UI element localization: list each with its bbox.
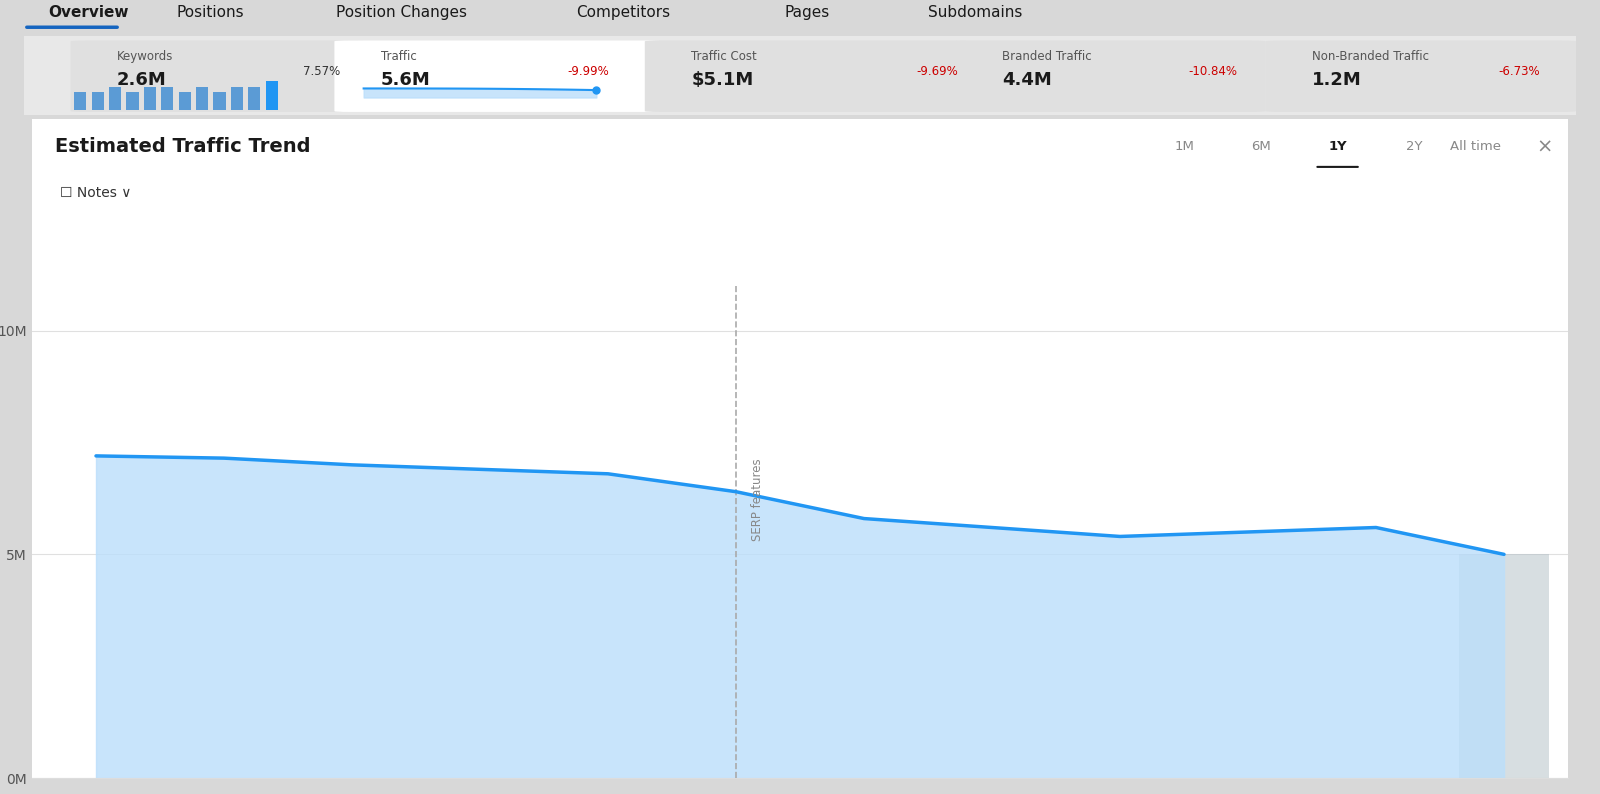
Text: Keywords: Keywords — [117, 50, 173, 63]
Text: 2.6M: 2.6M — [117, 71, 166, 90]
Bar — [109, 87, 122, 110]
Text: Estimated Traffic Trend: Estimated Traffic Trend — [54, 137, 310, 156]
Text: ☐ Notes ∨: ☐ Notes ∨ — [59, 186, 131, 199]
Bar — [144, 87, 155, 110]
FancyBboxPatch shape — [70, 40, 365, 112]
Text: -10.84%: -10.84% — [1187, 65, 1237, 78]
Bar — [74, 92, 86, 110]
FancyBboxPatch shape — [334, 40, 661, 112]
FancyBboxPatch shape — [955, 40, 1266, 112]
Text: $5.1M: $5.1M — [691, 71, 754, 90]
Bar — [126, 92, 139, 110]
Text: 1Y: 1Y — [1328, 141, 1347, 153]
Text: -6.73%: -6.73% — [1498, 65, 1541, 78]
Bar — [179, 92, 190, 110]
Text: Overview: Overview — [48, 5, 128, 20]
Text: -9.69%: -9.69% — [917, 65, 958, 78]
Bar — [197, 87, 208, 110]
Text: 7.57%: 7.57% — [304, 65, 341, 78]
Text: Non-Branded Traffic: Non-Branded Traffic — [1312, 50, 1429, 63]
Bar — [248, 87, 261, 110]
Text: Traffic: Traffic — [381, 50, 416, 63]
FancyBboxPatch shape — [645, 40, 971, 112]
Bar — [91, 92, 104, 110]
Text: SERP features: SERP features — [752, 458, 765, 541]
Bar — [1459, 554, 1549, 778]
Text: 2Y: 2Y — [1406, 141, 1422, 153]
Text: 1M: 1M — [1174, 141, 1194, 153]
Text: Competitors: Competitors — [576, 5, 670, 20]
Text: Traffic Cost: Traffic Cost — [691, 50, 757, 63]
Text: ×: × — [1536, 137, 1552, 156]
Text: 5.6M: 5.6M — [381, 71, 430, 90]
Bar — [230, 87, 243, 110]
Text: 1.2M: 1.2M — [1312, 71, 1362, 90]
Text: Pages: Pages — [784, 5, 829, 20]
Text: Branded Traffic: Branded Traffic — [1002, 50, 1091, 63]
Bar — [162, 87, 173, 110]
Text: Positions: Positions — [176, 5, 243, 20]
Text: 4.4M: 4.4M — [1002, 71, 1051, 90]
Text: -9.99%: -9.99% — [568, 65, 610, 78]
Text: 6M: 6M — [1251, 141, 1270, 153]
Text: Position Changes: Position Changes — [336, 5, 467, 20]
Text: All time: All time — [1450, 141, 1501, 153]
Bar — [213, 92, 226, 110]
Text: Subdomains: Subdomains — [928, 5, 1022, 20]
FancyBboxPatch shape — [1266, 40, 1576, 112]
Bar — [266, 81, 278, 110]
